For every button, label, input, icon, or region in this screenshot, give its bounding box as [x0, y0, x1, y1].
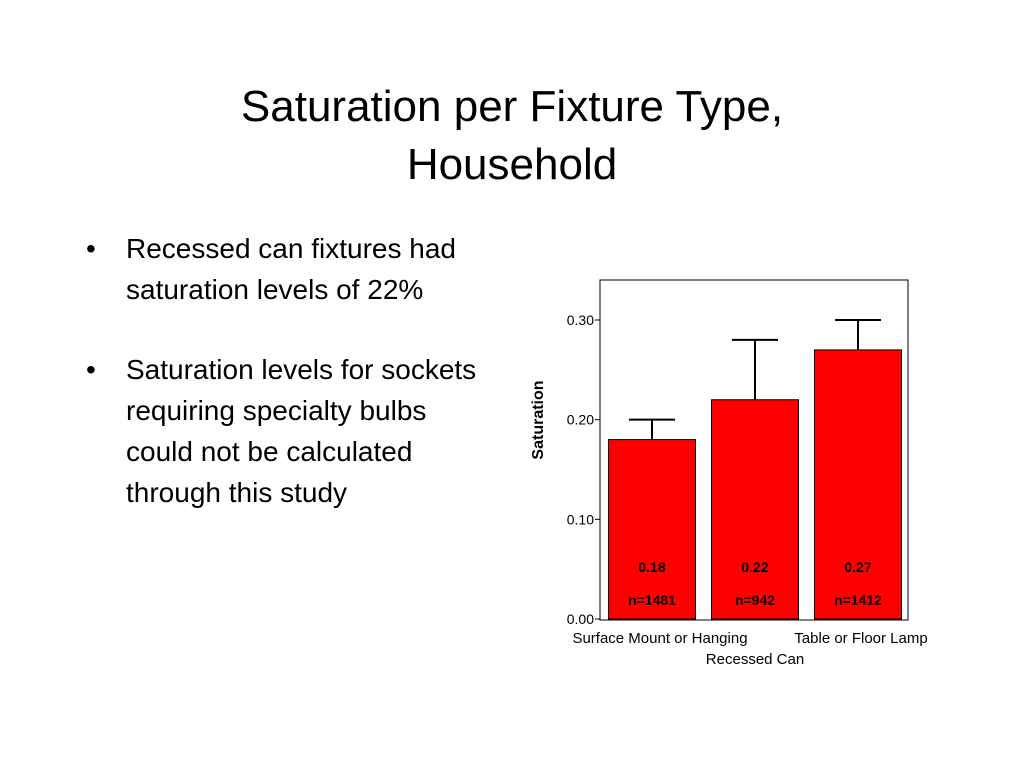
bullet-dot: •: [86, 233, 96, 264]
y-tick-label: 0.20: [567, 412, 594, 428]
bar-value-label: 0.22: [741, 559, 768, 575]
slide-title: Saturation per Fixture Type, Household: [0, 78, 1024, 194]
bar: [608, 439, 696, 620]
bar-value-label: 0.18: [638, 559, 665, 575]
bullet-text: Saturation levels for sockets requiring …: [126, 354, 477, 508]
bar-n-label: n=1481: [628, 592, 676, 608]
chart-svg: 0.00 0.10 0.20 0.30 Saturation 0.18 n=1481 0.22…: [530, 279, 928, 668]
bar: [711, 399, 799, 620]
y-tick-label: 0.10: [567, 511, 594, 527]
bar-n-label: n=942: [735, 592, 775, 608]
y-tick-label: 0.00: [567, 611, 594, 627]
bar-chart: 0.00 0.10 0.20 0.30 Saturation 0.18 n=1481 0.22…: [520, 270, 950, 680]
bullet-text: Recessed can fixtures had saturation lev…: [126, 233, 456, 305]
y-axis-label: Saturation: [530, 380, 547, 459]
x-tick-label: Recessed Can: [706, 651, 804, 668]
bullet-item: • Recessed can fixtures had saturation l…: [86, 228, 486, 310]
bullet-item: • Saturation levels for sockets requirin…: [86, 349, 486, 513]
y-tick-label: 0.30: [567, 312, 594, 328]
bullet-list: • Recessed can fixtures had saturation l…: [86, 228, 486, 552]
bar-value-label: 0.27: [844, 559, 871, 575]
bar-n-label: n=1412: [834, 592, 882, 608]
title-line-2: Household: [406, 140, 618, 189]
x-tick-label: Table or Floor Lamp: [794, 630, 927, 647]
bullet-dot: •: [86, 354, 96, 385]
bar: [814, 349, 902, 620]
title-line-1: Saturation per Fixture Type,: [240, 82, 784, 131]
x-tick-label: Surface Mount or Hanging: [572, 630, 747, 647]
plot-frame: [599, 279, 909, 621]
